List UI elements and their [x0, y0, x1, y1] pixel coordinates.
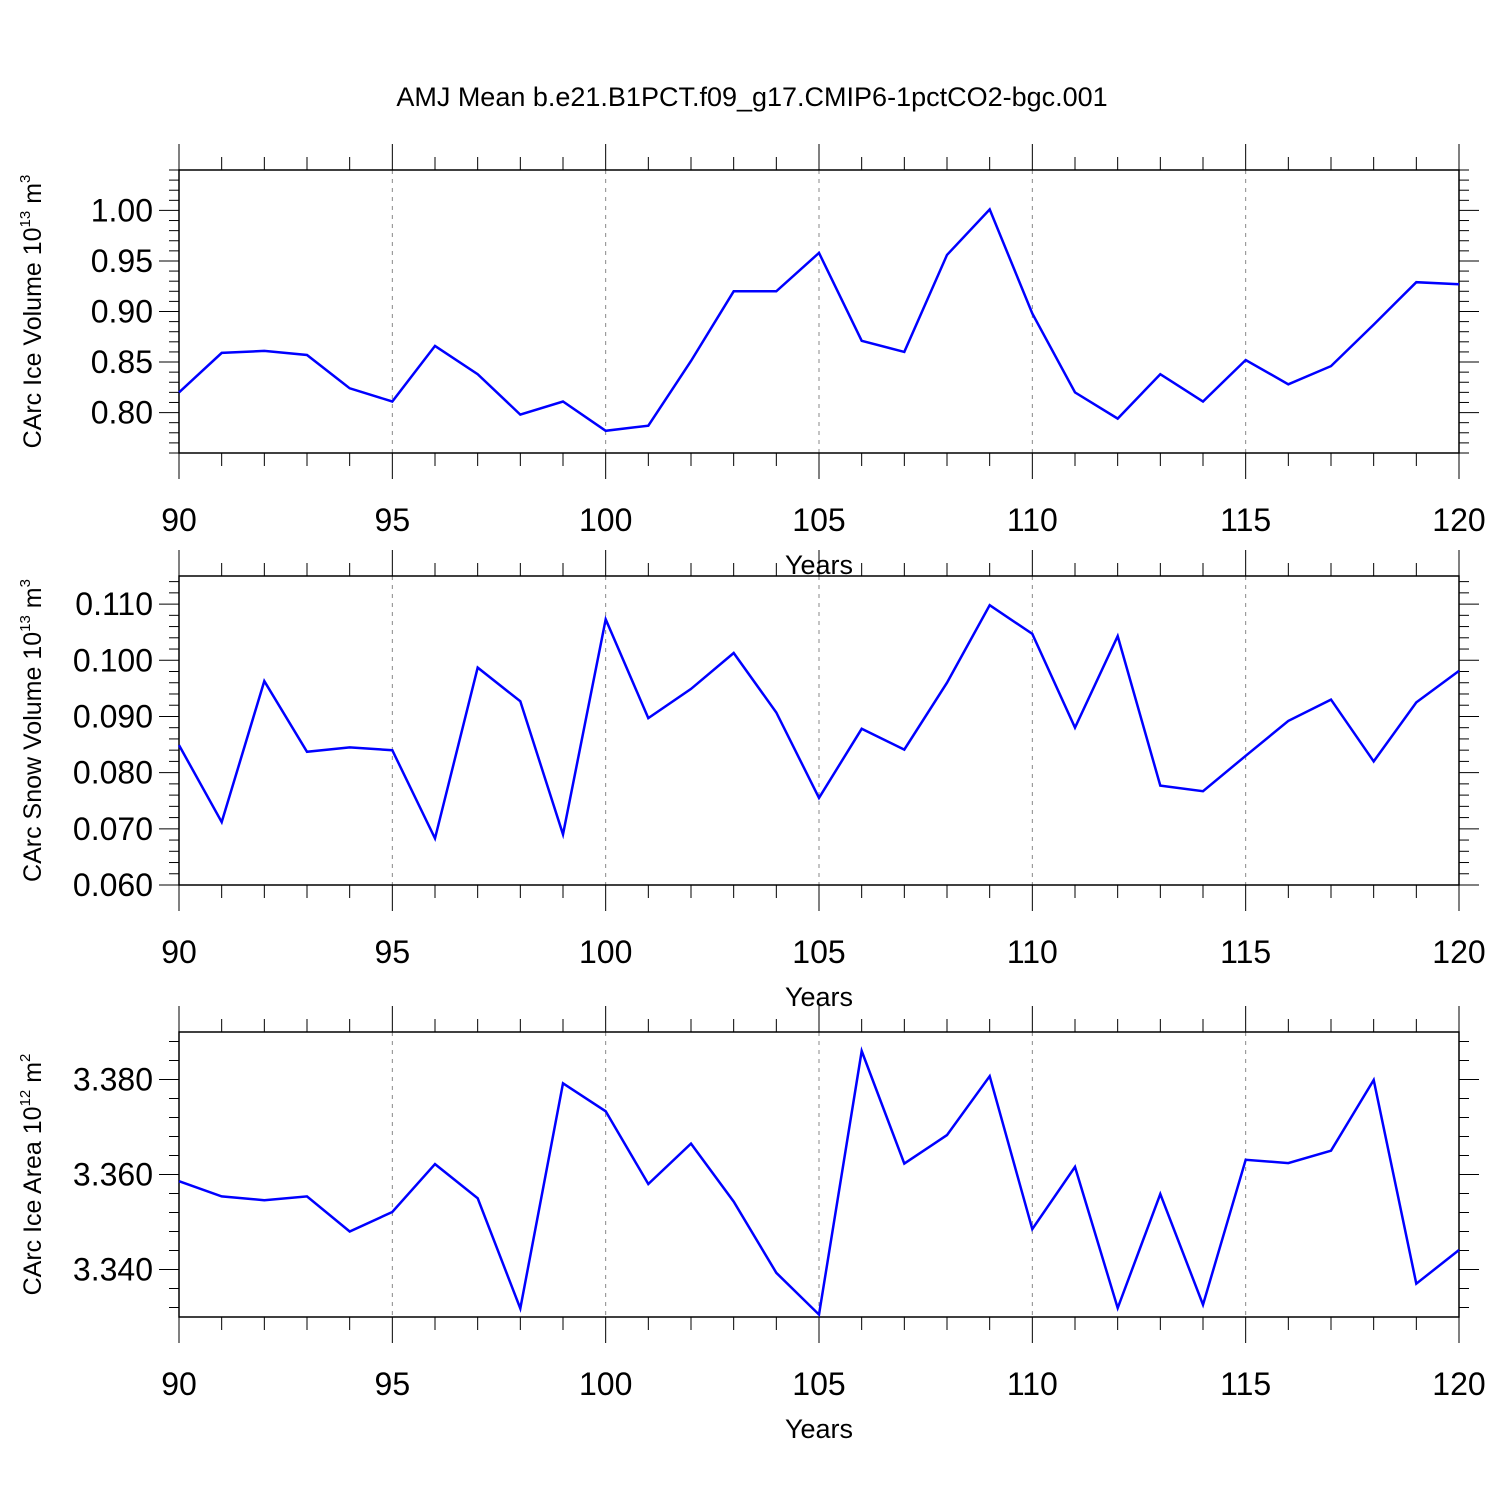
x-tick-label: 90 — [161, 934, 197, 970]
x-tick-label: 110 — [1007, 502, 1058, 538]
x-tick-label: 110 — [1007, 1366, 1058, 1402]
y-tick-label: 0.060 — [73, 867, 153, 903]
x-tick-label: 90 — [161, 1366, 197, 1402]
y-tick-label: 1.00 — [91, 192, 153, 228]
y-tick-label: 0.85 — [91, 344, 153, 380]
chart-panel-1: 90 95 100 105 110 115 1200.800.850.900.951.00Y… — [17, 144, 1486, 580]
x-tick-label: 95 — [375, 1366, 411, 1402]
x-tick-label: 110 — [1007, 934, 1058, 970]
x-tick-label: 105 — [792, 502, 845, 538]
chart-panel-2: 90 95 100 105 110 115 120 0.060 0.070 0.080 0.090 0… — [17, 550, 1486, 1012]
y-tick-label: 0.80 — [91, 395, 153, 431]
x-tick-label: 120 — [1432, 502, 1485, 538]
y-tick-label: 0.080 — [73, 755, 153, 791]
x-tick-label: 115 — [1220, 1366, 1271, 1402]
y-tick-label: 0.100 — [73, 642, 153, 678]
x-tick-label: 100 — [579, 1366, 632, 1402]
y-tick-label: 0.110 — [75, 586, 153, 622]
x-tick-label: 120 — [1432, 1366, 1485, 1402]
y-tick-label: 0.090 — [73, 698, 153, 734]
x-tick-label: 95 — [375, 934, 411, 970]
chart-panel-3: 90 95 100 105 110 115 120 3.340 3.360 3.380 Years C… — [17, 1006, 1486, 1444]
y-axis-label: CArc Ice Area 1012 m2 — [17, 1054, 47, 1296]
y-tick-label: 0.95 — [91, 243, 153, 279]
y-tick-label: 3.380 — [73, 1062, 153, 1098]
x-tick-label: 105 — [792, 934, 845, 970]
plot-frame — [178, 169, 1460, 454]
x-tick-label: 105 — [792, 1366, 845, 1402]
y-tick-label: 3.360 — [73, 1157, 153, 1193]
y-tick-label: 0.070 — [73, 811, 153, 847]
x-tick-label: 100 — [579, 934, 632, 970]
chart-title: AMJ Mean b.e21.B1PCT.f09_g17.CMIP6-1pctC… — [396, 82, 1107, 112]
x-tick-label: 90 — [161, 502, 197, 538]
plot-frame — [178, 1031, 1460, 1318]
x-tick-label: 100 — [579, 502, 632, 538]
x-axis-label: Years — [785, 1414, 853, 1444]
y-axis-label: CArc Snow Volume 1013 m3 — [17, 579, 47, 882]
y-axis-label: CArc Ice Volume 1013 m3 — [17, 175, 47, 449]
x-tick-label: 115 — [1220, 934, 1271, 970]
y-tick-label: 3.340 — [73, 1252, 153, 1288]
y-tick-label: 0.90 — [91, 294, 153, 330]
x-tick-label: 120 — [1432, 934, 1485, 970]
x-tick-label: 115 — [1220, 502, 1271, 538]
x-tick-label: 95 — [375, 502, 411, 538]
